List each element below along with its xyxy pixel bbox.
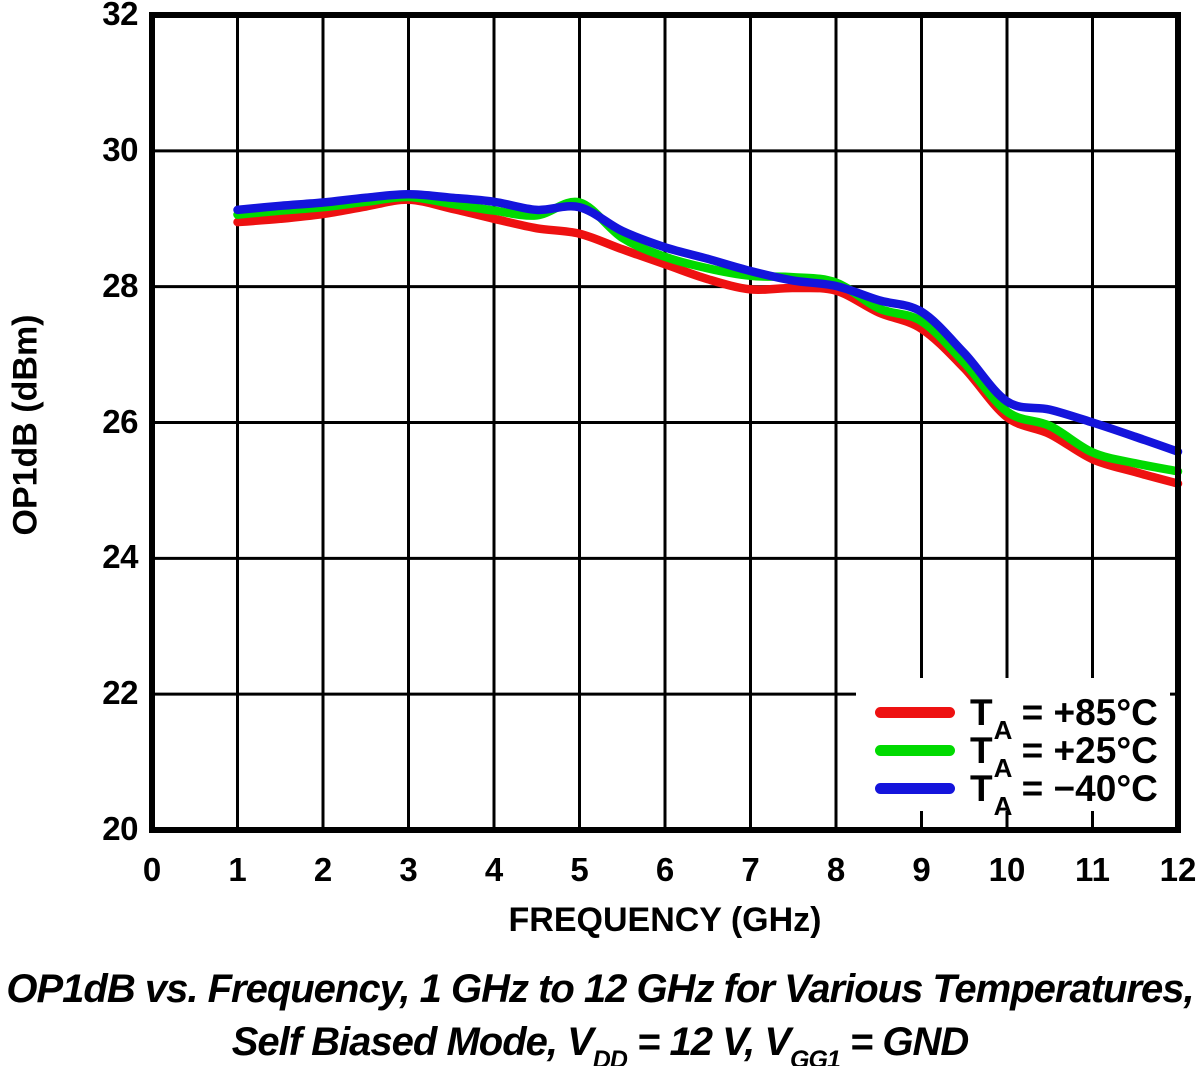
x-tick-label: 4 [484, 851, 504, 888]
x-tick-label: 0 [142, 851, 162, 888]
y-tick-label: 28 [102, 266, 138, 304]
legend-label-minus40c: TA = −40°C [970, 767, 1158, 821]
x-tick-label: 11 [1075, 851, 1110, 888]
y-tick-label: 32 [102, 0, 138, 33]
legend-row-minus40c: TA = −40°C [856, 767, 1170, 821]
legend-swatch-blue [875, 782, 955, 794]
y-tick-label: 30 [102, 131, 138, 169]
caption-line-2: Self Biased Mode, VDD = 12 V, VGG1 = GND [231, 1020, 970, 1066]
x-tick-label: 2 [313, 851, 333, 888]
legend-row-85c: TA = +85°C [856, 691, 1170, 745]
y-tick-label: 24 [102, 538, 138, 576]
x-tick-label: 7 [741, 851, 760, 888]
x-tick-label: 12 [1159, 851, 1197, 888]
legend-row-25c: TA = +25°C [856, 729, 1170, 783]
legend: TA = +85°C TA = +25°C TA = −40°C [856, 678, 1170, 821]
y-tick-label: 22 [102, 674, 138, 712]
x-axis-title: FREQUENCY (GHz) [508, 901, 822, 939]
x-tick-label: 8 [826, 851, 846, 888]
y-tick-label: 20 [102, 810, 138, 848]
series-line-ta-85-c [233, 195, 1183, 488]
x-tick-label: 10 [988, 851, 1026, 888]
x-tick-label: 9 [912, 851, 931, 888]
figure-caption: OP1dB vs. Frequency, 1 GHz to 12 GHz for… [0, 963, 1200, 1066]
legend-swatch-red [875, 706, 955, 718]
caption-line-1: OP1dB vs. Frequency, 1 GHz to 12 GHz for… [6, 967, 1194, 1011]
legend-label-25c: TA = +25°C [970, 729, 1158, 783]
series-line-ta-40-c [233, 190, 1183, 456]
x-tick-label: 6 [655, 851, 675, 888]
legend-swatch-green [875, 744, 955, 756]
y-tick-label: 26 [102, 402, 138, 440]
x-tick-label: 1 [228, 851, 247, 888]
legend-label-85c: TA = +85°C [970, 691, 1158, 745]
plot-border [149, 12, 1181, 833]
x-tick-label: 5 [570, 851, 589, 888]
x-tick-label: 3 [399, 851, 418, 888]
